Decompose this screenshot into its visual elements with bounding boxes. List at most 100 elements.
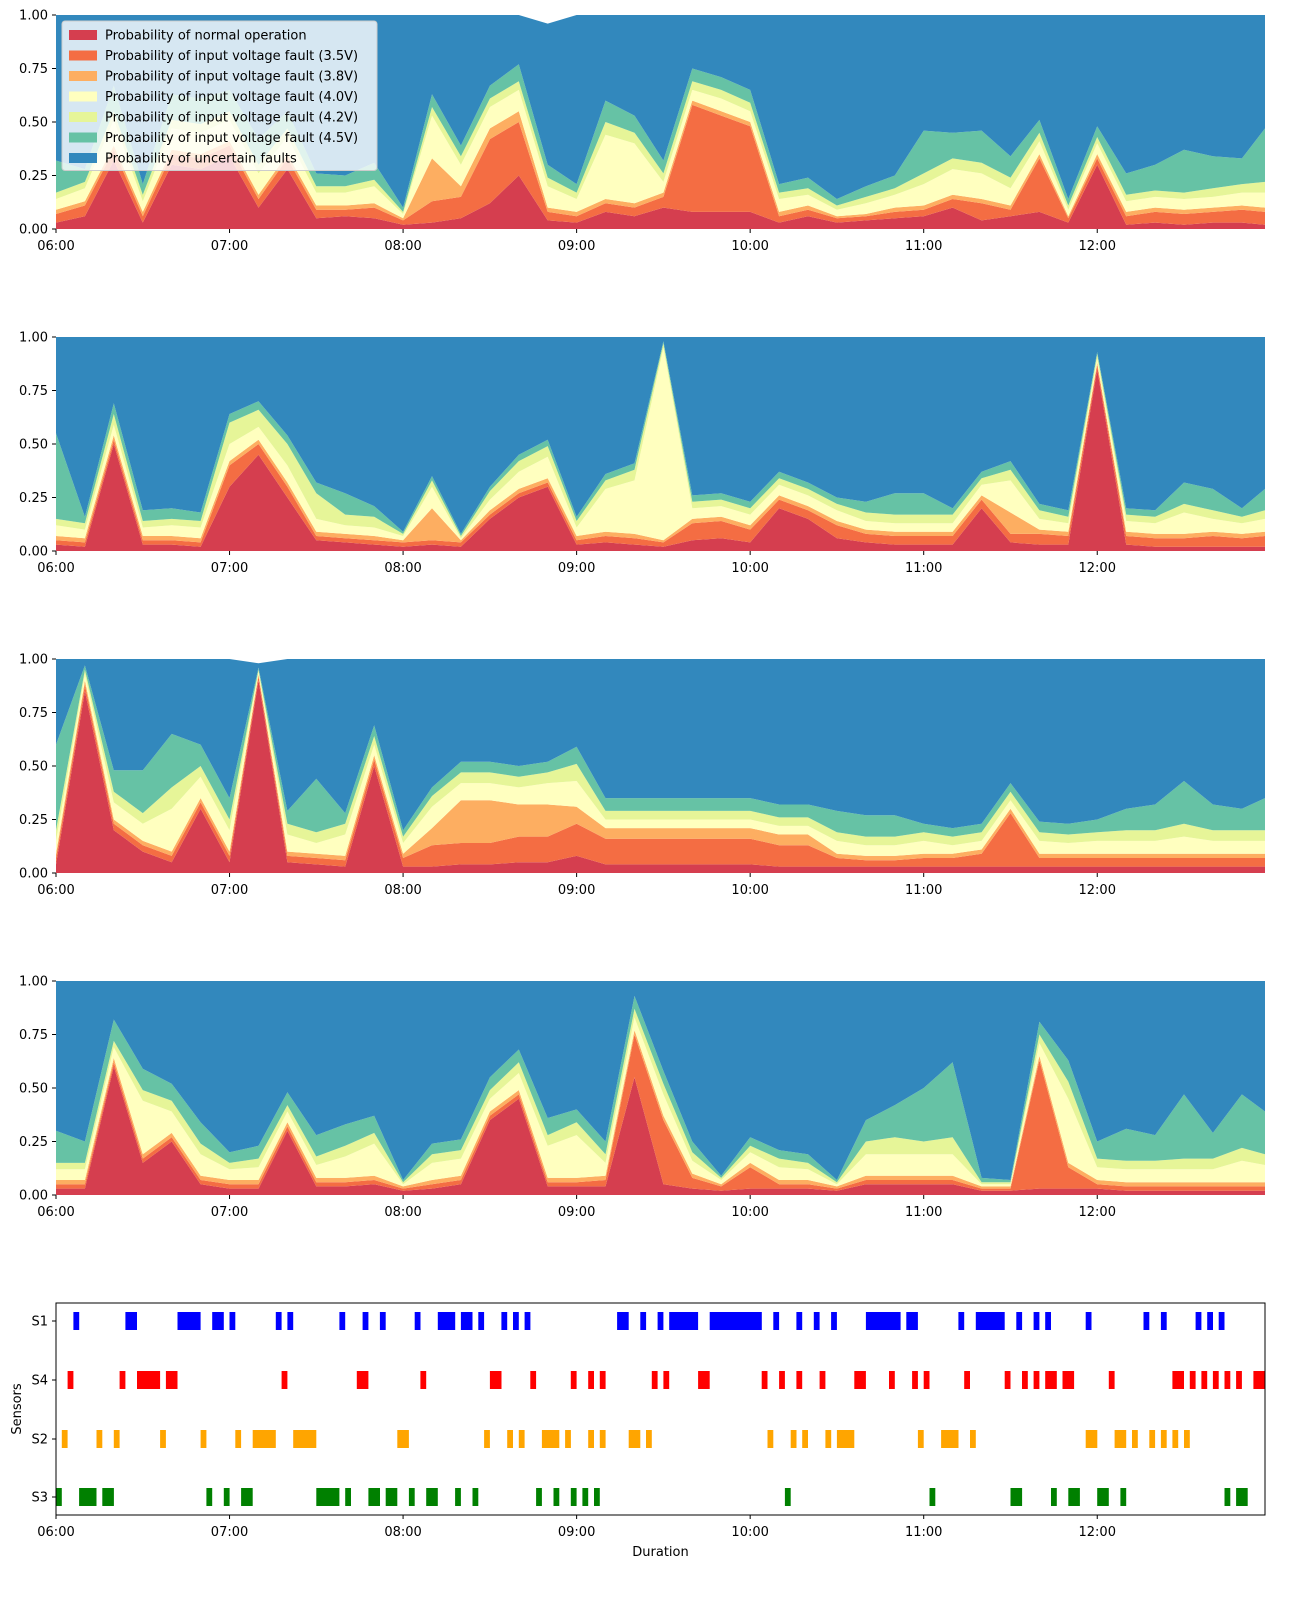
sensor-label: S1 — [31, 1315, 48, 1330]
sensor-interval-s2 — [1184, 1430, 1190, 1448]
sensor-interval-s1 — [460, 1312, 473, 1330]
sensor-interval-s1 — [709, 1312, 762, 1330]
x-tick-label: 07:00 — [211, 1525, 248, 1540]
y-tick-label: 0.50 — [19, 116, 48, 131]
sensor-interval-s2 — [235, 1430, 242, 1448]
y-tick-label: 0.75 — [19, 1028, 48, 1043]
sensor-interval-s1 — [287, 1312, 294, 1330]
x-tick-label: 08:00 — [384, 883, 421, 898]
sensor-interval-s1 — [1143, 1312, 1150, 1330]
sensor-interval-s4 — [796, 1371, 803, 1389]
sensor-interval-s2 — [970, 1430, 976, 1448]
x-tick-label: 06:00 — [37, 883, 74, 898]
sensor-interval-s1 — [906, 1312, 918, 1330]
sensor-interval-s1 — [1033, 1312, 1040, 1330]
sensor-interval-s2 — [507, 1430, 513, 1448]
sensor-interval-s4 — [698, 1371, 710, 1389]
sensor-interval-s2 — [1172, 1430, 1179, 1448]
sensor-interval-s4 — [761, 1371, 768, 1389]
sensor-interval-s4 — [137, 1371, 161, 1389]
sensor-interval-s3 — [929, 1488, 936, 1506]
y-tick-label: 0.00 — [19, 867, 48, 882]
sensor-interval-s2 — [61, 1430, 68, 1448]
sensor-interval-s2 — [825, 1430, 832, 1448]
sensor-interval-s2 — [293, 1430, 317, 1448]
sensor-interval-s3 — [79, 1488, 97, 1506]
x-tick-label: 06:00 — [37, 1205, 74, 1220]
sensor-timeline-panel: S1 S4 S2 S3 06:00 07:00 08:00 09:00 10:00 11:00 12… — [10, 1302, 1266, 1560]
area-series-7 — [56, 659, 1265, 831]
legend-box — [61, 20, 378, 171]
area-series-3 — [56, 674, 1265, 861]
sensor-interval-s2 — [917, 1430, 924, 1448]
x-tick-label: 11:00 — [905, 1205, 942, 1220]
sensor-interval-s1 — [177, 1312, 201, 1330]
sensor-interval-s1 — [275, 1312, 282, 1330]
sensor-interval-s1 — [414, 1312, 421, 1330]
sensor-interval-s1 — [813, 1312, 820, 1330]
area-series-7 — [56, 337, 1265, 534]
sensor-interval-s2 — [588, 1430, 594, 1448]
area-series-5 — [56, 1008, 1265, 1185]
x-tick-label: 09:00 — [558, 561, 595, 576]
area-series-3 — [56, 100, 1265, 221]
sensor-interval-s3 — [102, 1488, 114, 1506]
sensor-interval-s3 — [1120, 1488, 1127, 1506]
sensor-interval-s4 — [912, 1371, 918, 1389]
x-tick-label: 10:00 — [731, 1205, 768, 1220]
sensor-interval-s2 — [113, 1430, 120, 1448]
area-series-5 — [56, 343, 1265, 539]
sensor-interval-s1 — [1207, 1312, 1213, 1330]
sensor-interval-s2 — [767, 1430, 774, 1448]
sensor-interval-s3 — [385, 1488, 398, 1506]
sensor-interval-s3 — [536, 1488, 542, 1506]
area-series-4 — [56, 347, 1265, 541]
sensor-interval-s2 — [200, 1430, 207, 1448]
sensor-interval-s1 — [617, 1312, 629, 1330]
x-tick-label: 12:00 — [1079, 239, 1116, 254]
sensor-interval-s2 — [628, 1430, 641, 1448]
legend-label: Probability of input voltage fault (3.5V… — [105, 49, 358, 64]
sensor-interval-s3 — [206, 1488, 213, 1506]
sensor-interval-s4 — [923, 1371, 930, 1389]
sensor-interval-s2 — [252, 1430, 276, 1448]
area-series-6 — [56, 341, 1265, 536]
legend-label: Probability of input voltage fault (3.8V… — [105, 70, 358, 85]
timeline-frame — [55, 1302, 1266, 1516]
y-tick-label: 1.00 — [19, 9, 48, 24]
y-axis-label: Sensors — [10, 1383, 25, 1435]
x-tick-label: 08:00 — [384, 1205, 421, 1220]
x-tick-label: 10:00 — [731, 883, 768, 898]
sensor-interval-s4 — [964, 1371, 970, 1389]
sensor-interval-s1 — [437, 1312, 456, 1330]
sensor-interval-s1 — [975, 1312, 1005, 1330]
sensor-interval-s1 — [657, 1312, 664, 1330]
sensor-interval-s4 — [1224, 1371, 1231, 1389]
sensor-interval-s2 — [599, 1430, 606, 1448]
x-tick-label: 07:00 — [211, 883, 248, 898]
area-series-1 — [56, 1066, 1265, 1195]
sensor-interval-s4 — [570, 1371, 577, 1389]
figure-panels: 0.00 0.25 0.50 0.75 1.00 06:00 07:00 08:00 09:00… — [10, 9, 1266, 1560]
sensor-interval-s4 — [1201, 1371, 1208, 1389]
sensor-interval-s1 — [1016, 1312, 1023, 1330]
sensor-interval-s4 — [663, 1371, 670, 1389]
sensor-interval-s2 — [1132, 1430, 1138, 1448]
sensor-interval-s4 — [119, 1371, 126, 1389]
sensor-interval-s3 — [594, 1488, 600, 1506]
sensor-interval-s1 — [1160, 1312, 1167, 1330]
sensor-interval-s1 — [1218, 1312, 1225, 1330]
x-tick-label: 11:00 — [905, 883, 942, 898]
y-tick-label: 0.50 — [19, 760, 48, 775]
x-tick-label: 12:00 — [1079, 883, 1116, 898]
sensor-interval-s2 — [96, 1430, 103, 1448]
sensor-interval-s2 — [541, 1430, 560, 1448]
area-series-1 — [56, 156, 1265, 229]
sensor-interval-s2 — [790, 1430, 797, 1448]
area-series-4 — [56, 1017, 1265, 1187]
area-series-6 — [56, 996, 1265, 1183]
sensor-interval-s1 — [478, 1312, 485, 1330]
sensor-interval-s3 — [472, 1488, 479, 1506]
sensor-interval-s3 — [570, 1488, 577, 1506]
